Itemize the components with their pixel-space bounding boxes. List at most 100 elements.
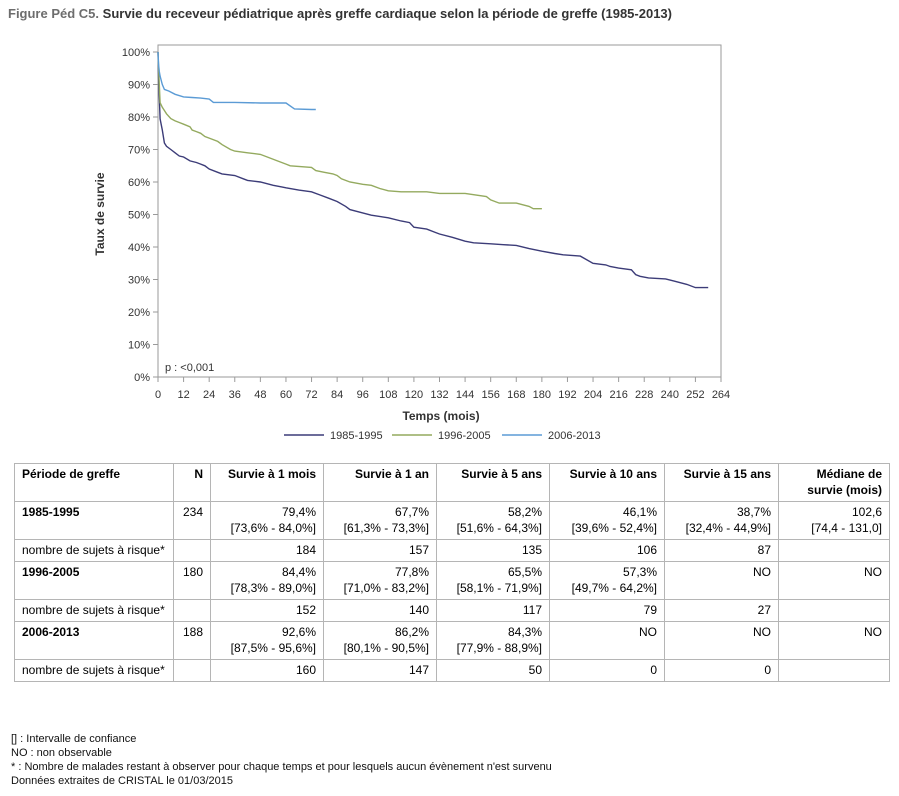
header-n: N xyxy=(173,463,211,502)
y-axis-label: Taux de survie xyxy=(93,172,107,255)
header-survival-15-years: Survie à 15 ans xyxy=(664,463,779,502)
survival-cell: 92,6% [87,5% - 95,6%] xyxy=(210,621,324,660)
x-tick-label: 84 xyxy=(331,389,343,401)
empty-cell xyxy=(173,539,211,562)
x-tick-label: 168 xyxy=(507,389,525,401)
x-tick-label: 48 xyxy=(254,389,266,401)
at-risk-count: 117 xyxy=(436,599,550,622)
survival-value: 92,6% xyxy=(281,625,316,639)
at-risk-count: 50 xyxy=(436,659,550,682)
x-tick-label: 24 xyxy=(203,389,215,401)
survival-cell: NO xyxy=(778,621,890,660)
y-tick-label: 90% xyxy=(128,80,150,92)
at-risk-label: nombre de sujets à risque* xyxy=(14,539,174,562)
survival-value: NO xyxy=(639,625,657,639)
survival-cell: 67,7% [61,3% - 73,3%] xyxy=(323,501,437,540)
x-tick-label: 228 xyxy=(635,389,653,401)
x-tick-label: 132 xyxy=(430,389,448,401)
at-risk-label: nombre de sujets à risque* xyxy=(14,599,174,622)
at-risk-label: nombre de sujets à risque* xyxy=(14,659,174,682)
footnote-at-risk: * : Nombre de malades restant à observer… xyxy=(11,761,552,773)
confidence-interval: [58,1% - 71,9%] xyxy=(456,581,542,595)
at-risk-count: 140 xyxy=(323,599,437,622)
y-tick-label: 70% xyxy=(128,145,150,157)
table-row: 1996-2005 180 84,4% [78,3% - 89,0%] 77,8% [71… xyxy=(14,561,890,600)
survival-cell: 65,5% [58,1% - 71,9%] xyxy=(436,561,550,600)
x-tick-label: 108 xyxy=(379,389,397,401)
confidence-interval: [80,1% - 90,5%] xyxy=(343,641,429,655)
at-risk-count: 160 xyxy=(210,659,324,682)
survival-value: 46,1% xyxy=(622,505,657,519)
period-cell: 2006-2013 xyxy=(14,621,174,660)
at-risk-count xyxy=(778,659,890,682)
empty-cell xyxy=(173,659,211,682)
x-tick-label: 264 xyxy=(712,389,730,401)
x-tick-label: 252 xyxy=(686,389,704,401)
legend-label-1985-1995: 1985-1995 xyxy=(330,430,383,442)
survival-cell: 77,8% [71,0% - 83,2%] xyxy=(323,561,437,600)
y-axis: 0% 10% 20% 30% 40% 50% 60% 70% 80% 90% 100% xyxy=(122,47,158,384)
at-risk-row: nombre de sujets à risque* 184 157 135 106 87 xyxy=(14,539,890,562)
confidence-interval: [77,9% - 88,9%] xyxy=(456,641,542,655)
at-risk-count: 147 xyxy=(323,659,437,682)
survival-cell: NO xyxy=(664,561,779,600)
period-cell: 1985-1995 xyxy=(14,501,174,540)
at-risk-count xyxy=(778,539,890,562)
x-tick-label: 180 xyxy=(533,389,551,401)
p-value-annotation: p : <0,001 xyxy=(165,362,214,374)
figure-number: Figure Péd C5. xyxy=(8,6,100,21)
footnote-source: Données extraites de CRISTAL le 01/03/20… xyxy=(11,775,233,787)
at-risk-count: 157 xyxy=(323,539,437,562)
survival-cell: NO xyxy=(549,621,665,660)
legend-label-1996-2005: 1996-2005 xyxy=(438,430,491,442)
confidence-interval: [51,6% - 64,3%] xyxy=(456,521,542,535)
confidence-interval: [74,4 - 131,0] xyxy=(811,521,882,535)
y-tick-label: 60% xyxy=(128,177,150,189)
at-risk-count: 184 xyxy=(210,539,324,562)
period-cell: 1996-2005 xyxy=(14,561,174,600)
x-tick-label: 12 xyxy=(177,389,189,401)
x-tick-label: 240 xyxy=(661,389,679,401)
survival-value: NO xyxy=(753,565,771,579)
at-risk-count xyxy=(778,599,890,622)
survival-chart: 0% 10% 20% 30% 40% 50% 60% 70% 80% 90% 100% 0 12 24 3… xyxy=(93,44,730,442)
at-risk-count: 87 xyxy=(664,539,779,562)
confidence-interval: [78,3% - 89,0%] xyxy=(230,581,316,595)
at-risk-count: 0 xyxy=(664,659,779,682)
header-survival-5-years: Survie à 5 ans xyxy=(436,463,550,502)
at-risk-count: 152 xyxy=(210,599,324,622)
y-tick-label: 80% xyxy=(128,112,150,124)
survival-value: 67,7% xyxy=(394,505,429,519)
survival-value: 102,6 xyxy=(851,505,882,519)
survival-value: NO xyxy=(753,625,771,639)
at-risk-count: 106 xyxy=(549,539,665,562)
y-tick-label: 30% xyxy=(128,275,150,287)
header-survival-10-years: Survie à 10 ans xyxy=(549,463,665,502)
x-tick-label: 36 xyxy=(229,389,241,401)
survival-cell: 86,2% [80,1% - 90,5%] xyxy=(323,621,437,660)
survival-value: 58,2% xyxy=(507,505,542,519)
survival-table: Période de greffe N Survie à 1 mois Surv… xyxy=(14,463,890,682)
x-axis-label: Temps (mois) xyxy=(402,409,479,423)
survival-value: 57,3% xyxy=(622,565,657,579)
survival-value: NO xyxy=(864,565,882,579)
survival-value: NO xyxy=(864,625,882,639)
survival-value: 65,5% xyxy=(507,565,542,579)
figure-title: Figure Péd C5. Survie du receveur pédiat… xyxy=(8,6,672,21)
survival-cell: 46,1% [39,6% - 52,4%] xyxy=(549,501,665,540)
x-axis: 0 12 24 36 48 60 72 84 96 108 120 132 144 156 168 180 19… xyxy=(155,377,730,401)
confidence-interval: [32,4% - 44,9%] xyxy=(685,521,771,535)
at-risk-count: 0 xyxy=(549,659,665,682)
y-tick-label: 10% xyxy=(128,340,150,352)
at-risk-count: 135 xyxy=(436,539,550,562)
x-tick-label: 120 xyxy=(405,389,423,401)
header-survival-1-year: Survie à 1 an xyxy=(323,463,437,502)
x-tick-label: 60 xyxy=(280,389,292,401)
at-risk-count: 79 xyxy=(549,599,665,622)
survival-cell: 84,4% [78,3% - 89,0%] xyxy=(210,561,324,600)
survival-cell: 79,4% [73,6% - 84,0%] xyxy=(210,501,324,540)
y-tick-label: 20% xyxy=(128,307,150,319)
table-row: 2006-2013 188 92,6% [87,5% - 95,6%] 86,2% [80… xyxy=(14,621,890,660)
empty-cell xyxy=(173,599,211,622)
footnotes: [] : Intervalle de confiance NO : non ob… xyxy=(11,732,552,788)
